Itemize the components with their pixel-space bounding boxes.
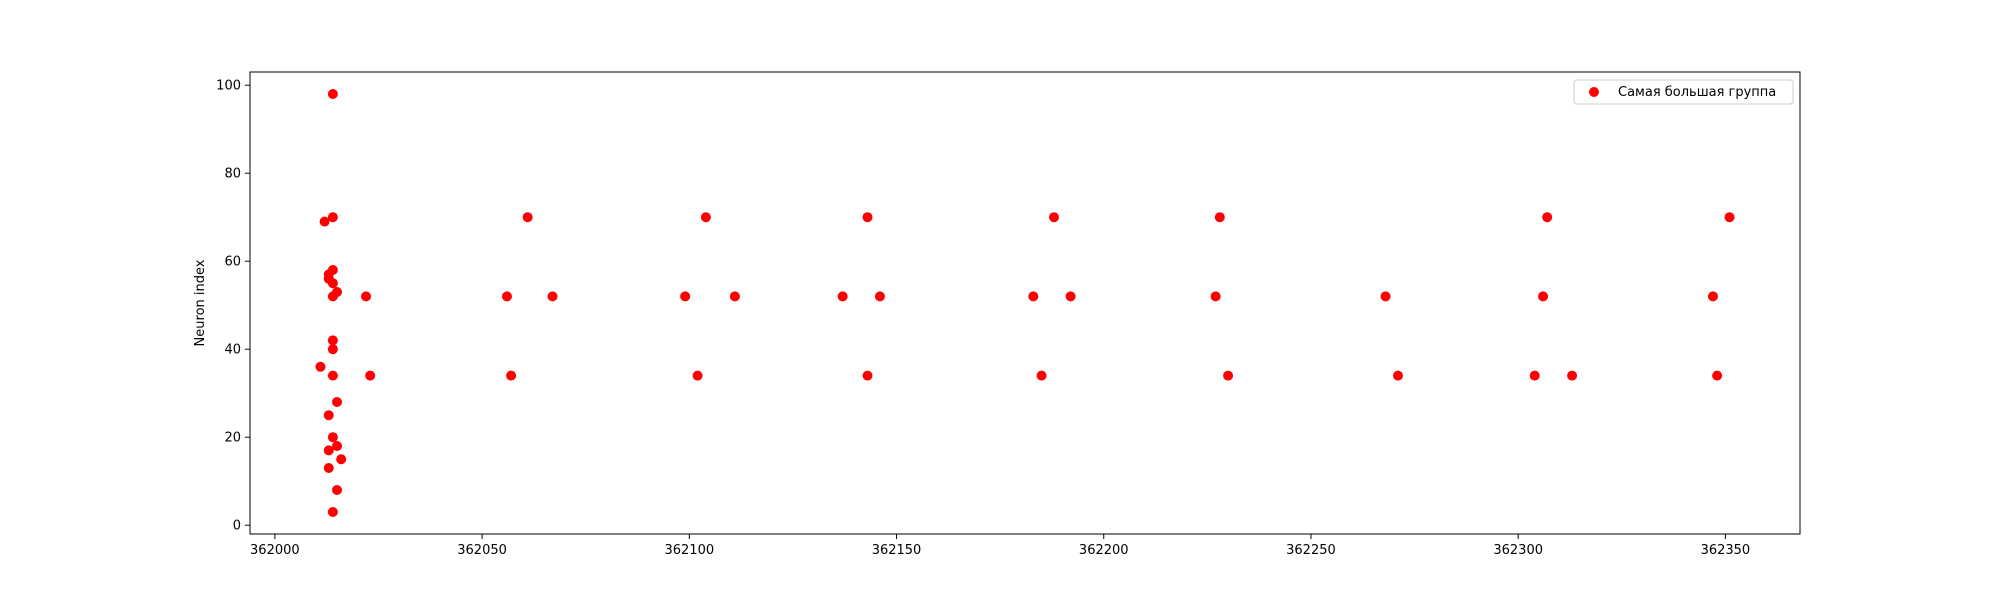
data-point [1214,212,1225,223]
data-point [336,454,347,465]
data-point [1707,291,1718,302]
y-tick-label: 100 [216,79,241,94]
data-point [837,291,848,302]
data-point [361,291,372,302]
y-tick-label: 20 [224,431,241,446]
data-point [1210,291,1221,302]
data-point [501,291,512,302]
data-point [874,291,885,302]
data-point [692,370,703,381]
x-tick-label: 362300 [1493,543,1543,558]
x-tick-label: 362150 [872,543,922,558]
data-point [700,212,711,223]
data-point [1724,212,1735,223]
data-point [323,463,334,473]
x-tick-label: 362350 [1701,543,1751,558]
y-tick-label: 80 [224,167,241,182]
data-point [327,89,338,99]
data-point [365,370,376,381]
data-point [680,291,691,302]
data-point [327,344,338,355]
data-point [1567,370,1578,381]
data-point [1712,370,1723,381]
y-tick-label: 60 [224,255,241,270]
data-point [315,361,326,372]
y-tick-label: 40 [224,343,241,358]
data-point [1036,370,1047,381]
data-point [1542,212,1553,223]
data-point [522,212,533,223]
x-tick-label: 362050 [457,543,507,558]
data-point [547,291,558,302]
data-point [862,370,873,381]
data-point [319,216,330,227]
x-axis-ticks: 362000 362050 362100 362150 362200 362250 3623… [250,534,1750,558]
x-tick-label: 362000 [250,543,300,558]
data-point [332,441,343,451]
legend[interactable]: Самая большая группа [1573,79,1794,105]
data-point [1380,291,1391,302]
legend-box [1573,79,1794,105]
legend-marker-icon [1589,87,1599,97]
y-axis-label: Neuron index [193,259,208,346]
data-points [315,89,1735,517]
data-point [327,335,338,346]
y-tick-label: 0 [233,519,241,534]
data-point [1049,212,1060,223]
data-point [729,291,740,302]
data-point [1538,291,1549,302]
data-point [1223,370,1234,381]
data-point [323,410,334,421]
data-point [1392,370,1403,381]
data-point [327,432,338,443]
data-point [327,265,338,275]
data-point [1529,370,1540,381]
data-point [332,485,343,495]
data-point [1028,291,1039,302]
data-point [1065,291,1076,302]
data-point [327,278,338,289]
data-point [323,445,334,456]
x-tick-label: 362250 [1286,543,1336,558]
legend-entry-label: Самая большая группа [1618,85,1776,100]
data-point [506,370,517,381]
data-point [332,397,343,407]
x-tick-label: 362200 [1079,543,1129,558]
data-point [327,370,338,381]
plot-frame [249,71,1801,535]
data-point [332,287,343,297]
data-point [327,212,338,223]
data-point [327,507,338,517]
y-axis-ticks: 0 20 40 60 80 100 [216,79,250,534]
x-tick-label: 362100 [664,543,714,558]
data-point [862,212,873,223]
